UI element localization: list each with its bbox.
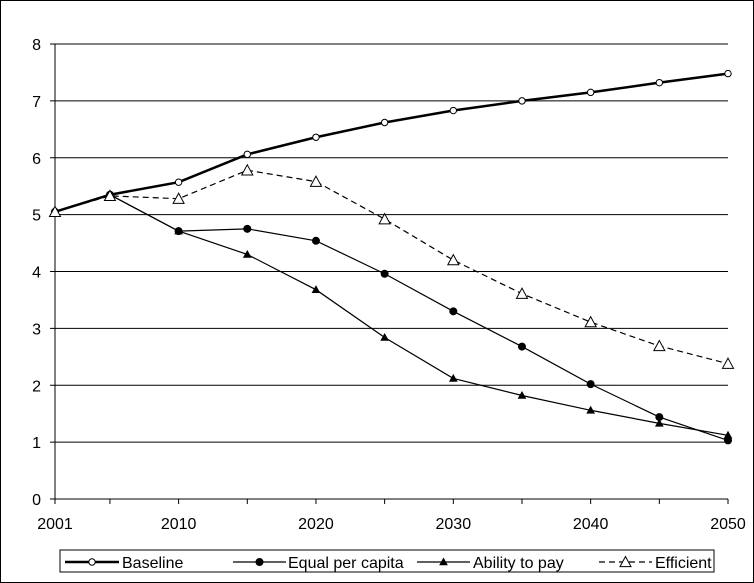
- point-baseline-2035: [518, 97, 526, 105]
- point-efficient-2025: [378, 212, 391, 225]
- series-line-efficient: [54, 169, 729, 365]
- y-tick-label-7: 7: [32, 94, 41, 111]
- point-ability-to-pay-2010: [174, 226, 183, 235]
- legend-marker-baseline: [88, 558, 96, 566]
- legend-marker-efficient: [619, 555, 632, 568]
- legend-entry-baseline: Baseline: [65, 555, 183, 572]
- x-tick-label-2001: 2001: [37, 516, 73, 533]
- point-efficient-2040: [584, 315, 597, 328]
- x-tick-label-2020: 2020: [298, 516, 334, 533]
- point-equal-per-capita-2015: [243, 224, 252, 233]
- legend-entry-equal-per-capita: Equal per capita: [233, 555, 404, 572]
- legend-entry-ability-to-pay: Ability to pay: [417, 555, 564, 572]
- point-baseline-2015: [243, 150, 251, 159]
- series-efficient: [48, 163, 735, 369]
- legend: Baseline Equal per capita Ability to pay Ef…: [59, 549, 715, 573]
- y-tick-label-3: 3: [32, 321, 41, 338]
- point-ability-to-pay-2040: [586, 405, 596, 414]
- legend-box: [59, 549, 715, 573]
- legend-marker-equal-per-capita: [255, 558, 264, 566]
- y-tick-label-4: 4: [32, 265, 41, 282]
- legend-entry-efficient: Efficient: [599, 555, 712, 572]
- x-tick-label-2050: 2050: [710, 516, 746, 533]
- point-baseline-2025: [380, 118, 389, 127]
- point-equal-per-capita-2030: [449, 307, 458, 316]
- y-tick-label-5: 5: [32, 208, 41, 225]
- legend-label-equal-per-capita: Equal per capita: [288, 555, 404, 572]
- y-tick-label-8: 8: [32, 37, 41, 54]
- series-line-equal-per-capita: [54, 194, 729, 441]
- legend-marker-ability-to-pay: [439, 557, 448, 566]
- point-efficient-2045: [652, 339, 666, 352]
- axes: [50, 43, 729, 504]
- series-line-ability-to-pay: [54, 194, 729, 436]
- legend-label-baseline: Baseline: [122, 555, 183, 572]
- x-tick-label-2030: 2030: [436, 516, 472, 533]
- point-efficient-2005: [103, 189, 117, 202]
- series-baseline: [51, 69, 732, 216]
- grid-lines: [55, 43, 728, 443]
- legend-label-efficient: Efficient: [655, 555, 712, 572]
- point-equal-per-capita-2040: [586, 380, 595, 389]
- point-efficient-2001: [48, 205, 62, 217]
- point-baseline-2050: [724, 69, 732, 78]
- y-tick-labels: 0 1 2 3 4 5 6 7 8: [32, 37, 41, 509]
- point-efficient-2030: [446, 253, 460, 266]
- y-tick-label-1: 1: [32, 435, 41, 452]
- point-equal-per-capita-2035: [517, 342, 526, 351]
- point-efficient-2010: [172, 192, 185, 204]
- point-ability-to-pay-2025: [380, 332, 389, 341]
- point-ability-to-pay-2035: [517, 390, 527, 399]
- series-equal-per-capita: [51, 190, 732, 445]
- point-baseline-2040: [586, 88, 595, 97]
- y-tick-label-6: 6: [32, 151, 41, 168]
- series-ability-to-pay: [50, 190, 733, 439]
- point-ability-to-pay-2030: [448, 373, 458, 382]
- point-baseline-2010: [174, 178, 183, 186]
- point-equal-per-capita-2025: [380, 269, 389, 278]
- point-baseline-2020: [312, 133, 320, 141]
- point-equal-per-capita-2020: [311, 236, 320, 245]
- series-group: [48, 69, 735, 445]
- point-efficient-2015: [240, 163, 254, 176]
- x-tick-label-2010: 2010: [161, 516, 197, 533]
- legend-label-ability-to-pay: Ability to pay: [473, 555, 564, 572]
- point-efficient-2035: [515, 287, 529, 299]
- point-efficient-2050: [721, 357, 735, 369]
- y-tick-label-0: 0: [32, 492, 41, 509]
- x-tick-label-2040: 2040: [573, 516, 609, 533]
- point-ability-to-pay-2045: [654, 418, 664, 427]
- series-line-baseline: [54, 72, 729, 213]
- point-ability-to-pay-2015: [242, 249, 252, 258]
- point-ability-to-pay-2050: [723, 430, 733, 439]
- point-efficient-2020: [309, 175, 323, 187]
- y-tick-label-2: 2: [32, 378, 41, 395]
- point-baseline-2045: [655, 78, 664, 87]
- point-baseline-2030: [449, 106, 458, 115]
- x-tick-labels: 2001 2010 2020 2030 2040 2050: [37, 516, 746, 533]
- point-ability-to-pay-2020: [311, 285, 321, 293]
